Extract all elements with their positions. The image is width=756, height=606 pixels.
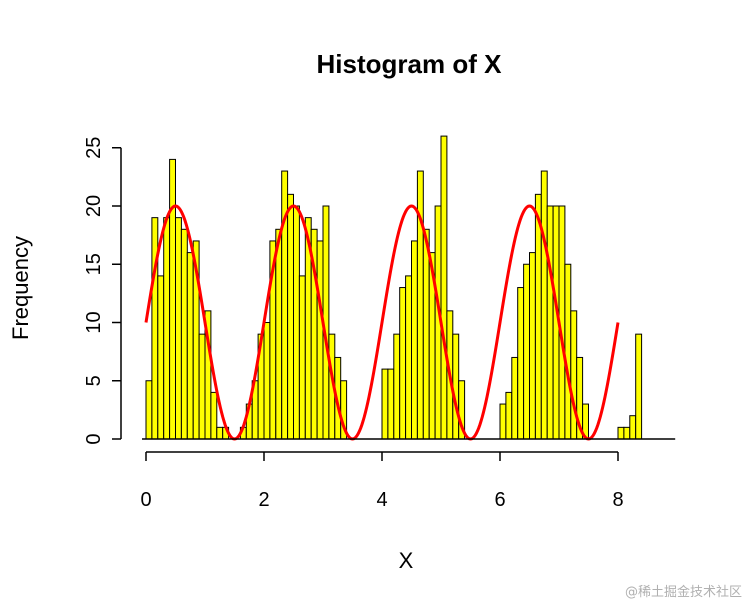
histogram-bar (381, 368, 389, 440)
x-axis: 0 2 4 6 8 (140, 451, 624, 511)
histogram-bar (529, 252, 536, 440)
histogram-bar (145, 380, 153, 440)
histogram-bar (263, 322, 271, 440)
y-tick-label: 5 (83, 375, 105, 386)
y-tick-label: 25 (83, 137, 105, 159)
y-axis: 0 5 10 15 20 25 (83, 137, 122, 445)
histogram-bar (534, 193, 542, 440)
density-curve (144, 204, 620, 441)
histogram-bar (617, 426, 625, 440)
histogram-bar (287, 193, 295, 440)
histogram-bar (452, 333, 460, 440)
histogram-bar (169, 158, 177, 440)
watermark: @稀土掘金技术社区 (624, 585, 742, 600)
x-tick-label: 2 (258, 489, 269, 511)
histogram-bar (564, 263, 572, 440)
histogram-bar (157, 275, 165, 440)
histogram-bar (275, 228, 283, 440)
y-tick-label: 0 (83, 433, 105, 444)
histogram-bar (546, 205, 554, 440)
histogram-bar (180, 228, 188, 440)
x-tick-label: 8 (612, 489, 623, 511)
histogram-bar (216, 426, 224, 440)
histogram-bar (186, 252, 194, 440)
histogram-bar (635, 333, 643, 440)
histogram-bar (422, 228, 430, 440)
histogram-bar (629, 415, 637, 440)
histogram-bar (387, 368, 395, 440)
histogram-bar (316, 240, 324, 440)
bars-group (145, 135, 643, 440)
histogram-bar (293, 205, 300, 440)
histogram-bar (151, 217, 159, 440)
histogram-bar (540, 170, 548, 440)
chart-title: Histogram of X (317, 49, 503, 79)
histogram-bar (517, 287, 525, 440)
y-tick-label: 15 (83, 253, 105, 275)
histogram-bar (198, 333, 206, 440)
y-tick-label: 20 (83, 195, 105, 217)
histogram-bar (163, 217, 171, 440)
x-axis-label: X (399, 548, 414, 573)
histogram-bar (405, 275, 413, 440)
histogram-bar (623, 426, 631, 440)
x-tick-label: 6 (494, 489, 505, 511)
histogram-bar (505, 391, 513, 440)
y-axis-label: Frequency (8, 236, 33, 340)
y-tick-label: 10 (83, 311, 105, 333)
histogram-bar (523, 263, 530, 440)
x-tick-label: 0 (140, 489, 151, 511)
x-tick-label: 4 (376, 489, 387, 511)
histogram-bar (210, 391, 218, 440)
histogram-bar (440, 135, 448, 440)
histogram-bar (399, 287, 407, 440)
histogram-bar (570, 310, 578, 440)
histogram-bar (411, 240, 418, 440)
histogram-bar (175, 217, 182, 440)
histogram-bar (511, 356, 519, 440)
histogram-bar (393, 333, 401, 440)
histogram-bar (298, 275, 306, 440)
histogram-bar (499, 403, 507, 440)
